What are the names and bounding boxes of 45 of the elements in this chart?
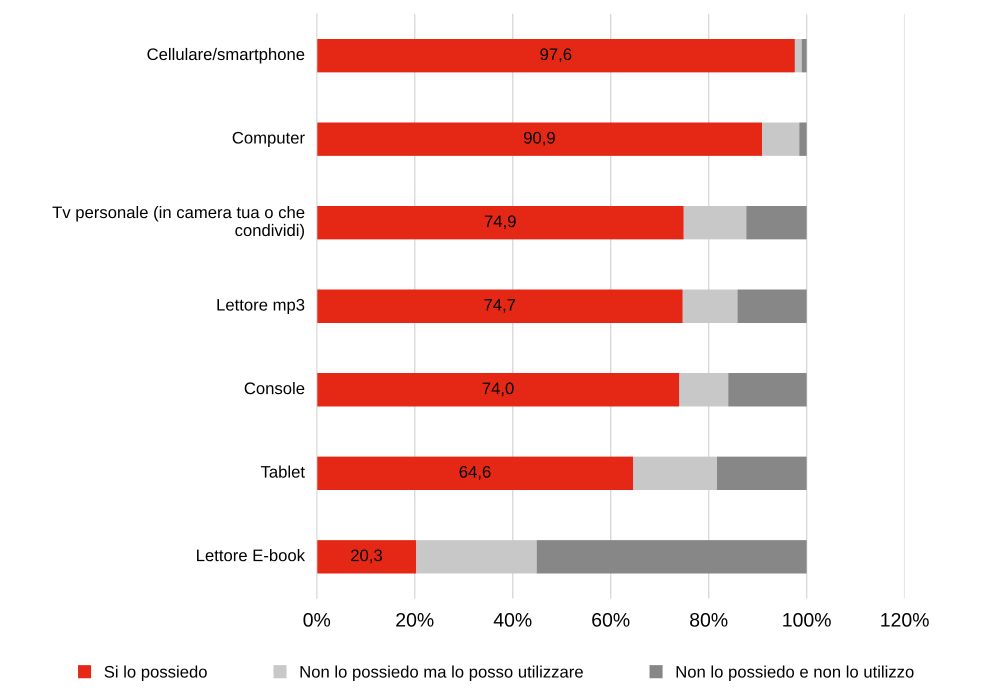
y-tick-label: Lettore E-book xyxy=(197,549,306,562)
bar xyxy=(316,122,762,156)
y-tick-label: Cellulare/smartphone xyxy=(147,48,304,64)
bar xyxy=(684,206,746,240)
x-tick-label: 60% xyxy=(592,612,630,627)
y-tick-label: Computer xyxy=(232,132,305,147)
bar xyxy=(794,38,802,72)
bar xyxy=(316,456,634,490)
bar xyxy=(316,540,416,574)
bar xyxy=(682,290,738,323)
x-tick-label: 80% xyxy=(690,612,728,627)
y-tick-label: Console xyxy=(244,382,304,394)
bar xyxy=(728,373,807,406)
bar xyxy=(679,373,728,406)
bar xyxy=(536,540,807,574)
bar xyxy=(717,456,807,490)
bar xyxy=(799,122,807,156)
bar xyxy=(762,122,800,156)
bar xyxy=(316,290,683,323)
bar xyxy=(316,38,795,72)
y-tick-label: Tablet xyxy=(260,466,305,478)
data-label: 74,0 xyxy=(482,382,514,396)
bar xyxy=(316,373,680,406)
y-tick-label: Lettore mp3 xyxy=(217,298,304,314)
data-label: 97,6 xyxy=(540,48,572,62)
x-tick-label: 0% xyxy=(303,612,330,627)
data-label: 74,9 xyxy=(484,215,516,230)
x-tick-label: 20% xyxy=(396,612,434,627)
data-label: 64,6 xyxy=(460,466,490,480)
bar xyxy=(802,38,807,72)
bar xyxy=(746,206,807,240)
legend-label: Non lo possiedo ma lo posso utilizzare xyxy=(300,665,583,681)
data-label: 90,9 xyxy=(524,132,555,146)
data-label: 74,7 xyxy=(484,299,516,313)
bar xyxy=(416,540,537,574)
x-tick-label: 40% xyxy=(494,612,532,627)
bar xyxy=(738,290,807,323)
bar xyxy=(316,206,684,240)
data-label: 20,3 xyxy=(351,549,382,564)
x-tick-label: 120% xyxy=(881,612,929,627)
legend-label: Non lo possiedo e non lo utilizzo xyxy=(676,665,914,681)
x-tick-label: 100% xyxy=(783,612,831,627)
bar xyxy=(633,456,717,490)
legend-label: Si lo possiedo xyxy=(104,665,207,681)
y-tick-label: Tv personale (in camera tua o che condividi) xyxy=(52,206,304,240)
